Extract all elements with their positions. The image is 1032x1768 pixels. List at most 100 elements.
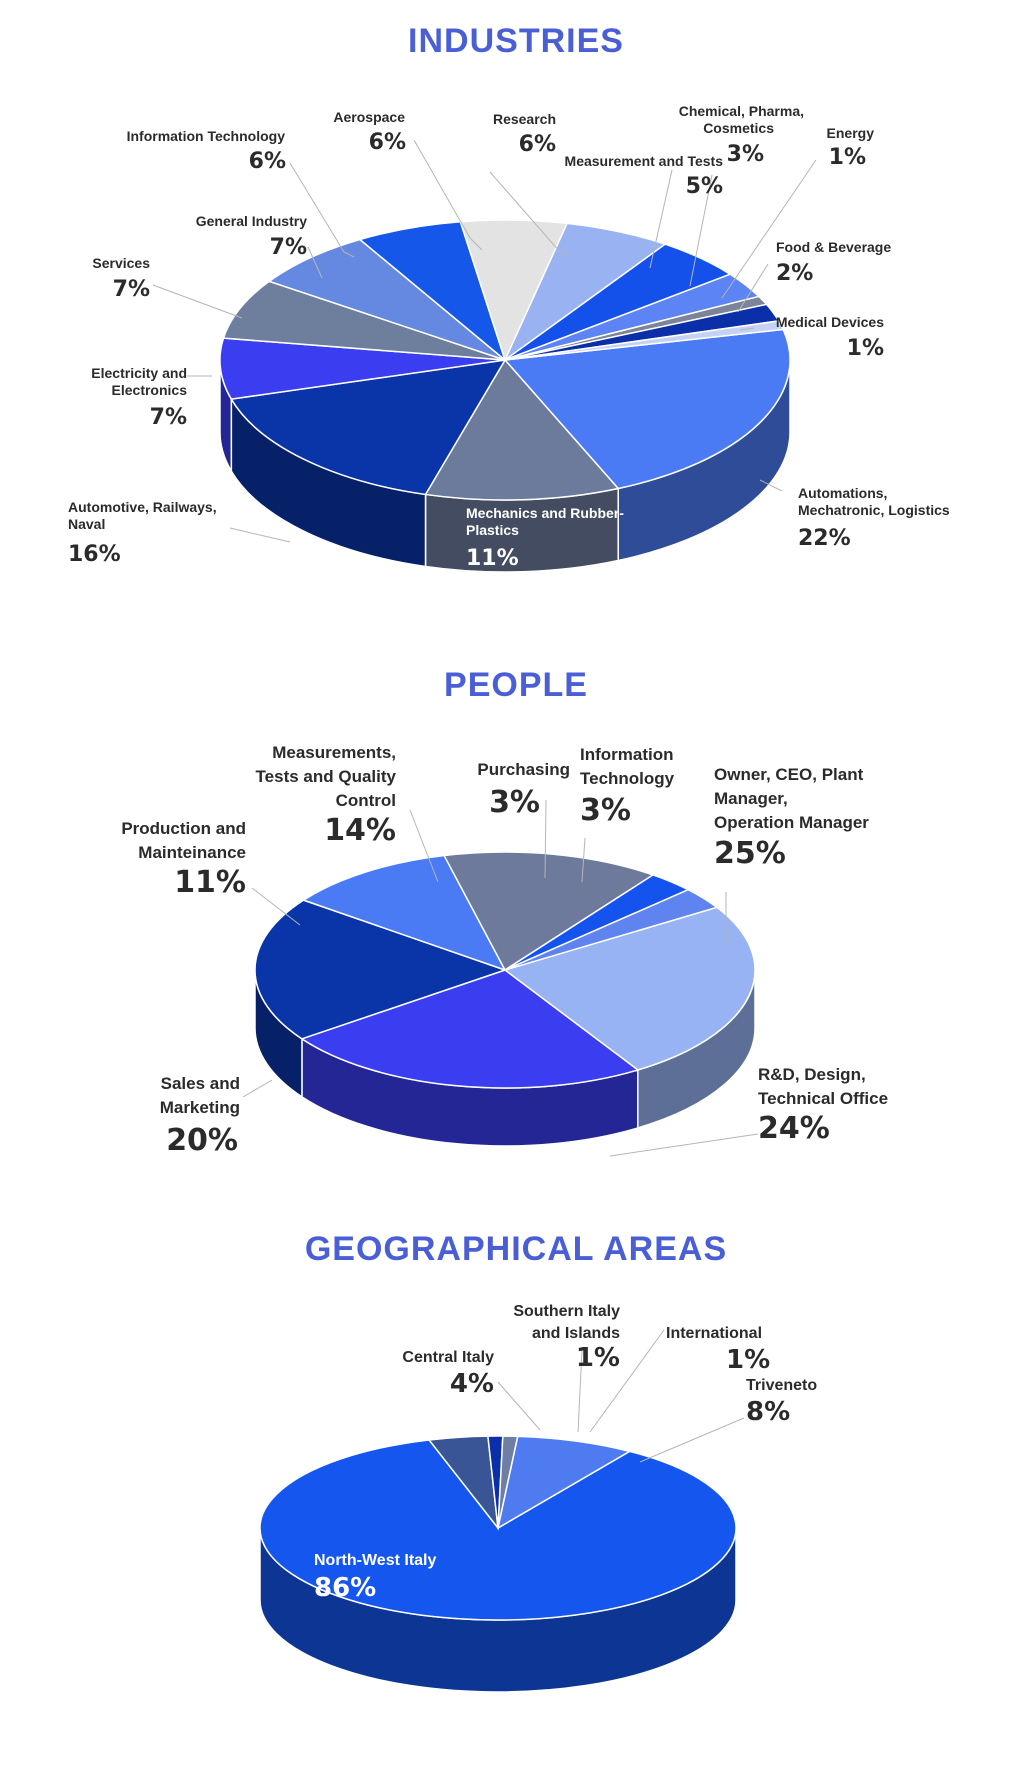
slice-pct-food-beverage: 2% <box>776 261 813 286</box>
slice-label-measurements-line2: Tests and Quality <box>256 767 397 786</box>
geo-leaders <box>497 1329 745 1463</box>
geo-labels: Central Italy 4% Southern Italy and Isla… <box>314 1303 817 1603</box>
slice-pct-energy: 1% <box>829 145 866 170</box>
geo-pie <box>259 1435 737 1693</box>
people-title: PEOPLE <box>444 666 588 704</box>
pie-slice-mechanics-and-rubber-plastics <box>424 358 620 501</box>
slice-label-rnd: R&D, Design, <box>758 1065 866 1084</box>
pie-slice-production-and-mainteinance <box>301 854 507 972</box>
slice-pct-aerospace: 6% <box>369 130 406 155</box>
pie-side-mechanics-and-rubber-plastics <box>424 487 619 573</box>
pie-slice-electricity-and-electronics <box>219 337 506 400</box>
slice-pct-purchasing: 3% <box>489 785 540 820</box>
pie-tops <box>259 1435 737 1621</box>
slice-label-triveneto: Triveneto <box>746 1377 817 1394</box>
slice-label-mechanics: Mechanics and Rubber- <box>466 505 624 521</box>
slice-label-owner-line3: Operation Manager <box>714 813 869 832</box>
slice-label-central-italy: Central Italy <box>402 1349 494 1366</box>
slice-label-measurements: Measurements, <box>272 743 396 762</box>
people-leaders <box>242 799 759 1157</box>
pie-slice-automations-mechatronic-logistics <box>503 328 791 490</box>
pie-slice-measurements-tests-and-quality-control <box>442 851 655 972</box>
slice-label-services: Services <box>92 255 150 271</box>
slice-label-production-line2: Mainteinance <box>138 843 246 862</box>
slice-pct-international: 1% <box>726 1345 770 1375</box>
slice-label-international: International <box>666 1325 762 1342</box>
slice-label-food-beverage: Food & Beverage <box>776 239 891 255</box>
geo-section: GEOGRAPHICAL AREAS Central Italy 4% Sout… <box>0 1200 1032 1760</box>
slice-label-north-west-italy: North-West Italy <box>314 1552 436 1569</box>
slice-label-information-technology-people-line2: Technology <box>580 769 675 788</box>
slice-label-electricity: Electricity and <box>91 365 187 381</box>
slice-label-purchasing: Purchasing <box>477 760 570 779</box>
industries-pie <box>219 219 791 573</box>
slice-pct-automotive: 16% <box>68 542 121 567</box>
pie-slice-services <box>222 280 506 361</box>
slice-pct-medical-devices: 1% <box>847 336 884 361</box>
people-section: PEOPLE Measurements, Tests and Quality C… <box>0 620 1032 1200</box>
slice-label-automations-line2: Mechatronic, Logistics <box>798 502 950 518</box>
slice-label-medical-devices: Medical Devices <box>776 314 884 330</box>
slice-label-energy: Energy <box>827 125 875 141</box>
industries-leaders <box>152 139 817 543</box>
slice-label-information-technology-people: Information <box>580 745 674 764</box>
slice-label-sales-line2: Marketing <box>160 1098 240 1117</box>
slice-pct-information-technology-people: 3% <box>580 793 631 828</box>
slice-pct-rnd: 24% <box>758 1111 830 1146</box>
slice-label-owner-line2: Manager, <box>714 789 788 808</box>
slice-pct-services: 7% <box>113 277 150 302</box>
industries-pie-chart: Information Technology 6% Aerospace 6% R… <box>68 103 950 573</box>
slice-pct-measurements: 14% <box>324 813 396 848</box>
slice-label-research: Research <box>493 111 556 127</box>
people-labels: Measurements, Tests and Quality Control … <box>121 743 888 1158</box>
slice-label-production: Production and <box>121 819 246 838</box>
slice-label-measurements-line3: Control <box>336 791 396 810</box>
geo-pie-chart: Central Italy 4% Southern Italy and Isla… <box>259 1303 817 1693</box>
slice-pct-production: 11% <box>174 865 246 900</box>
slice-label-measurement-tests: Measurement and Tests <box>565 153 724 169</box>
slice-pct-southern-italy: 1% <box>576 1343 620 1373</box>
slice-pct-general-industry: 7% <box>270 235 307 260</box>
slice-label-rnd-line2: Technical Office <box>758 1089 888 1108</box>
slice-label-aerospace: Aerospace <box>333 109 405 125</box>
people-pie <box>254 851 756 1147</box>
pie-slice-general-industry <box>267 238 506 361</box>
industries-labels: Information Technology 6% Aerospace 6% R… <box>68 103 950 571</box>
slice-pct-chemical: 3% <box>727 142 764 167</box>
slice-pct-triveneto: 8% <box>746 1397 790 1427</box>
slice-pct-measurement-tests: 5% <box>686 174 723 199</box>
slice-label-information-technology: Information Technology <box>127 128 286 144</box>
industries-section: INDUSTRIES Information Technology 6% Aer… <box>0 0 1032 600</box>
slice-pct-central-italy: 4% <box>450 1369 494 1399</box>
slice-label-chemical-line2: Cosmetics <box>703 120 774 136</box>
pie-tops <box>219 219 791 501</box>
pie-slice-north-west-italy <box>259 1439 737 1621</box>
pie-slice-triveneto <box>496 1435 632 1530</box>
pie-slice-medical-devices <box>504 320 785 361</box>
slice-label-owner: Owner, CEO, Plant <box>714 765 864 784</box>
people-pie-chart: Measurements, Tests and Quality Control … <box>121 743 888 1158</box>
slice-label-mechanics-line2: Plastics <box>466 522 519 538</box>
slice-label-automotive-line2: Naval <box>68 516 105 532</box>
pie-tops <box>254 851 756 1089</box>
slice-label-electricity-line2: Electronics <box>112 382 188 398</box>
slice-pct-owner: 25% <box>714 836 786 871</box>
slice-label-southern-italy: Southern Italy <box>513 1303 620 1320</box>
slice-label-chemical: Chemical, Pharma, <box>679 103 804 119</box>
geo-title: GEOGRAPHICAL AREAS <box>304 1230 728 1268</box>
slice-label-general-industry: General Industry <box>196 213 307 229</box>
pie-sides <box>254 969 756 1147</box>
slice-label-southern-italy-line2: and Islands <box>532 1325 620 1342</box>
slice-pct-information-technology: 6% <box>249 149 286 174</box>
pie-slice-information-technology <box>504 888 719 971</box>
pie-slice-owner-ceo-plant-manager-operation-manager <box>503 906 756 1071</box>
slice-label-sales: Sales and <box>161 1074 240 1093</box>
slice-pct-research: 6% <box>519 132 556 157</box>
industries-title: INDUSTRIES <box>408 22 624 60</box>
slice-pct-automations: 22% <box>798 526 851 551</box>
pie-slice-r-d-design-technical-office <box>300 969 640 1089</box>
slice-pct-mechanics: 11% <box>466 546 519 571</box>
slice-label-automotive: Automotive, Railways, <box>68 499 217 515</box>
slice-label-automations: Automations, <box>798 485 887 501</box>
slice-pct-sales: 20% <box>166 1123 238 1158</box>
